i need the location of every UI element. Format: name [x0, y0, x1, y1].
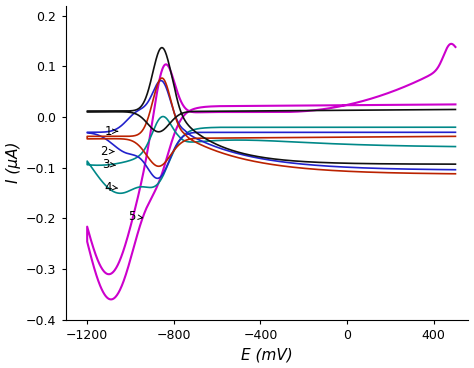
Text: 1: 1: [105, 125, 118, 138]
X-axis label: E (mV): E (mV): [241, 347, 293, 362]
Text: 4: 4: [105, 181, 118, 194]
Text: 2: 2: [100, 145, 114, 158]
Text: 3: 3: [102, 158, 116, 171]
Y-axis label: I (μA): I (μA): [6, 142, 20, 184]
Text: 5: 5: [128, 210, 142, 223]
